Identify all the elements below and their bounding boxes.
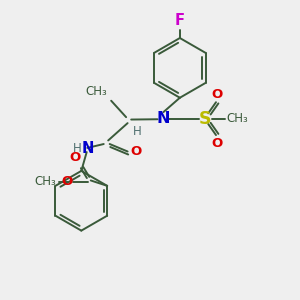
Text: H: H [133, 124, 142, 138]
Text: N: N [157, 111, 170, 126]
Text: O: O [211, 136, 222, 150]
Text: O: O [69, 151, 80, 164]
Text: N: N [82, 141, 94, 156]
Text: O: O [211, 88, 222, 101]
Text: O: O [61, 176, 72, 188]
Text: CH₃: CH₃ [226, 112, 248, 125]
Text: CH₃: CH₃ [35, 176, 56, 188]
Text: O: O [130, 145, 142, 158]
Text: F: F [175, 14, 185, 28]
Text: CH₃: CH₃ [85, 85, 107, 98]
Text: H: H [73, 142, 81, 155]
Text: S: S [199, 110, 211, 128]
